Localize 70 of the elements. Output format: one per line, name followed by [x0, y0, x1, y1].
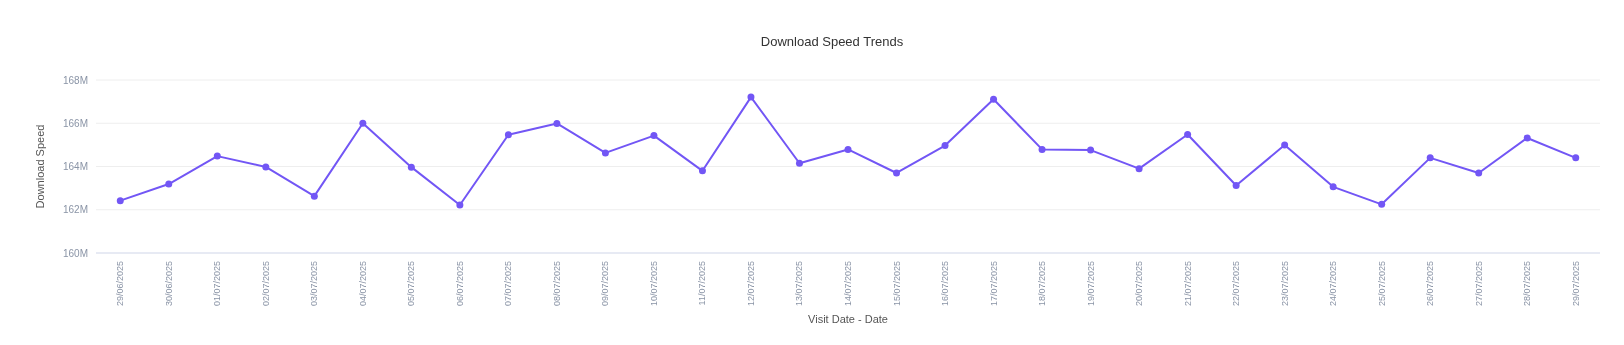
y-tick-label: 162M [62, 204, 88, 216]
point [1378, 200, 1386, 208]
point [990, 95, 998, 103]
x-tick-label: 13/07/2025 [794, 261, 805, 307]
x-tick-label: 12/07/2025 [745, 261, 756, 307]
point [553, 119, 561, 127]
x-tick-label: 29/06/2025 [115, 261, 126, 307]
x-tick-label: 24/07/2025 [1328, 261, 1339, 307]
point [698, 167, 706, 175]
point [1135, 165, 1143, 173]
chart-title: Download Speed Trends [760, 34, 904, 49]
x-tick-label: 29/07/2025 [1570, 261, 1581, 307]
x-tick-label: 11/07/2025 [697, 261, 708, 306]
x-tick-label: 21/07/2025 [1182, 261, 1193, 307]
x-tick-label: 27/07/2025 [1473, 261, 1484, 307]
y-axis-title: Download Speed [34, 124, 46, 209]
x-tick-label: 28/07/2025 [1522, 261, 1533, 307]
point [1426, 154, 1434, 162]
y-tick-label: 164M [62, 161, 88, 172]
x-tick-label: 17/07/2025 [988, 261, 999, 307]
point [1523, 134, 1531, 142]
x-tick-label: 30/06/2025 [163, 261, 174, 307]
point [844, 145, 852, 153]
x-axis-title: Visit Date - Date [808, 313, 888, 325]
y-tick-label: 168M [62, 74, 88, 86]
y-tick-label: 160M [62, 247, 88, 259]
point [1475, 169, 1483, 177]
point [456, 201, 464, 209]
point [1232, 182, 1240, 190]
x-tick-label: 03/07/2025 [309, 261, 320, 307]
point [650, 132, 658, 140]
x-tick-label: 07/07/2025 [503, 261, 514, 307]
point [893, 169, 901, 177]
x-tick-label: 15/07/2025 [891, 261, 902, 307]
point [1329, 183, 1337, 191]
x-tick-label: 25/07/2025 [1376, 261, 1387, 307]
point [941, 142, 949, 150]
point [310, 192, 318, 200]
point [747, 93, 755, 101]
x-tick-label: 01/07/2025 [212, 261, 223, 307]
x-tick-label: 19/07/2025 [1085, 261, 1096, 307]
x-tick-label: 06/07/2025 [454, 261, 465, 307]
y-tick-label: 166M [62, 117, 88, 129]
point [1184, 131, 1192, 138]
x-tick-label: 09/07/2025 [600, 261, 611, 307]
point [116, 197, 124, 205]
x-tick-label: 10/07/2025 [648, 261, 659, 307]
x-tick-label: 14/07/2025 [843, 261, 853, 307]
x-tick-label: 20/07/2025 [1134, 261, 1145, 307]
x-tick-label: 22/07/2025 [1231, 261, 1242, 307]
point [504, 131, 512, 139]
x-tick-label: 08/07/2025 [551, 261, 562, 307]
point [213, 152, 221, 160]
point [262, 163, 270, 171]
point [1572, 154, 1580, 162]
x-tick-label: 04/07/2025 [357, 261, 368, 307]
point [1087, 146, 1095, 154]
point [165, 180, 173, 188]
point [1281, 141, 1289, 149]
x-tick-label: 02/07/2025 [260, 261, 271, 307]
point [601, 149, 609, 157]
point [1038, 145, 1046, 153]
x-tick-label: 26/07/2025 [1425, 261, 1436, 307]
x-tick-label: 16/07/2025 [940, 261, 951, 307]
x-tick-label: 18/07/2025 [1037, 261, 1048, 307]
point [407, 163, 415, 171]
point [359, 119, 367, 127]
x-tick-label: 05/07/2025 [406, 261, 417, 307]
point [795, 159, 803, 167]
x-tick-label: 23/07/2025 [1279, 261, 1290, 307]
